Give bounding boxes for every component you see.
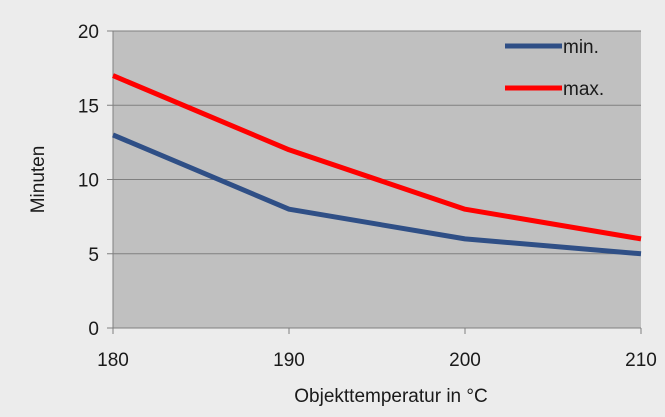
legend-label: min. [563,37,599,58]
y-tick-label: 20 [78,22,99,43]
x-tick-label: 210 [625,350,657,371]
y-tick-label: 10 [78,171,99,192]
series-line [112,73,642,242]
legend-label: max. [563,79,604,100]
y-axis-title: Minuten [28,146,49,214]
legend: min. max. [505,37,604,100]
series-layer [112,73,642,257]
x-axis-title: Objekttemperatur in °C [294,386,487,407]
y-tick-label: 0 [88,319,99,340]
axes: 0 5 10 15 20 180 190 200 210 [78,22,657,371]
x-tick-label: 180 [97,350,129,371]
y-tick-label: 5 [88,245,99,266]
y-tick-label: 15 [78,96,99,117]
series-line [112,132,642,257]
x-tick-label: 200 [449,350,481,371]
x-tick-label: 190 [273,350,305,371]
